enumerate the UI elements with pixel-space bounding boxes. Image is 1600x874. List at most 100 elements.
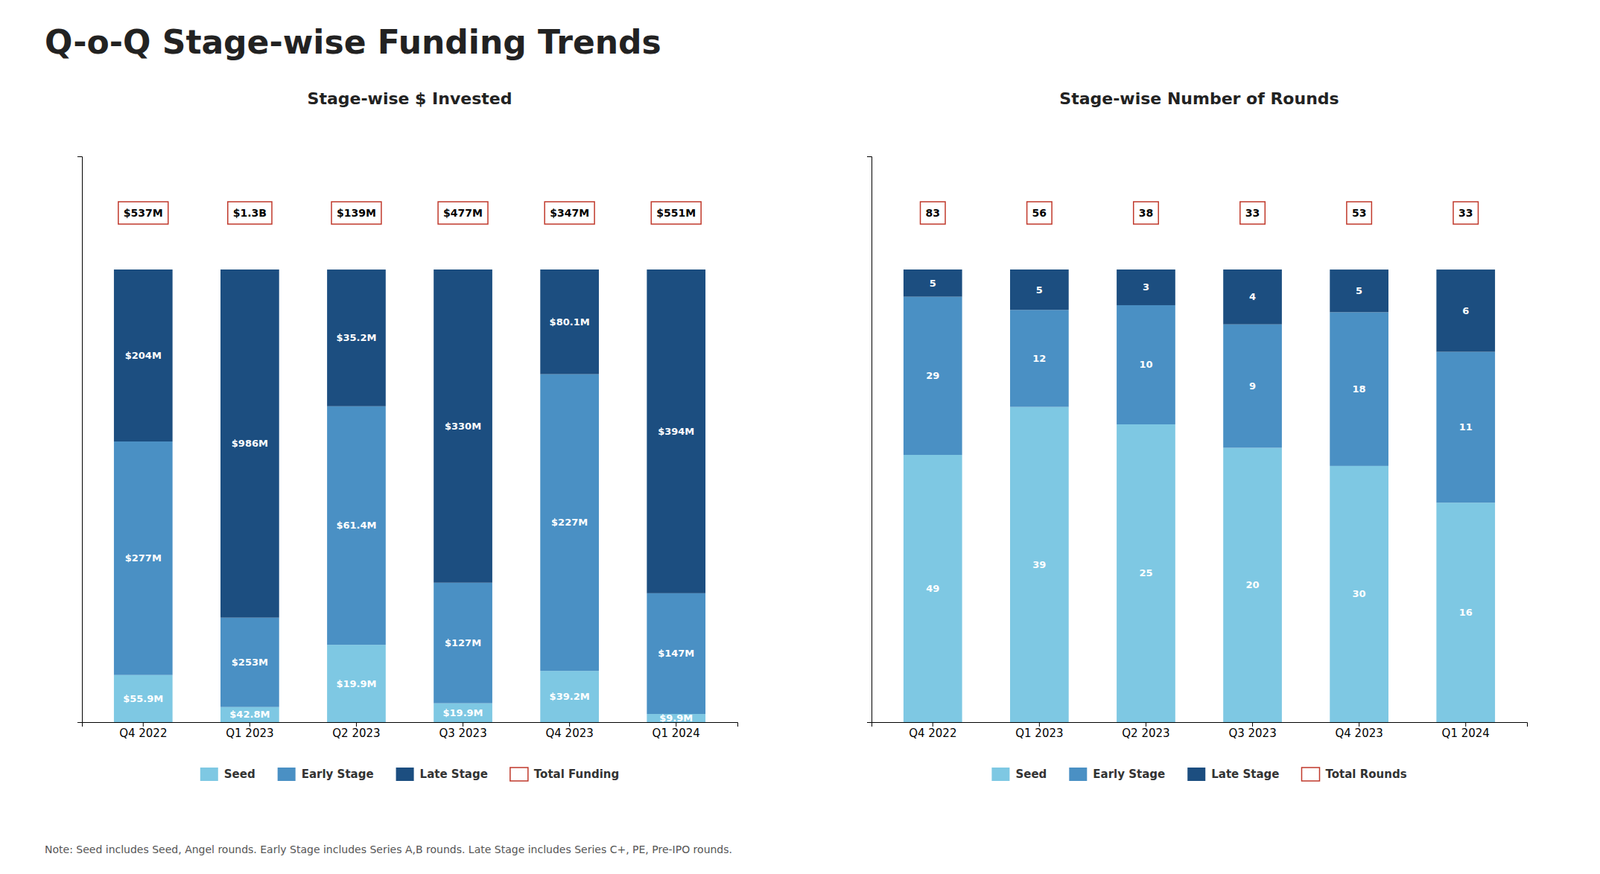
legend: Seed Early Stage Late Stage Total Funding bbox=[200, 767, 619, 782]
x-tick-label: Q4 2022 bbox=[119, 727, 167, 741]
segment-label: $61.4M bbox=[335, 519, 377, 532]
legend-item: Total Funding bbox=[510, 767, 619, 782]
segment-label: 25 bbox=[1138, 567, 1153, 579]
x-tick: Q1 2023 bbox=[225, 722, 274, 741]
segment-label: 11 bbox=[1459, 421, 1473, 433]
x-axis-line bbox=[872, 723, 1528, 728]
legend-label: Seed bbox=[224, 767, 256, 782]
x-tick-label: Q4 2023 bbox=[545, 727, 593, 741]
total-label: 83 bbox=[925, 207, 941, 219]
chart-title: Stage-wise Number of Rounds bbox=[1059, 89, 1339, 109]
total-box: 83 bbox=[920, 201, 946, 225]
segment-label: $253M bbox=[231, 656, 269, 669]
total-label: 33 bbox=[1458, 207, 1473, 219]
total-label: 38 bbox=[1138, 207, 1154, 219]
panel: Stage-wise Number of Rounds4939252030162… bbox=[867, 89, 1528, 782]
segment-label: 5 bbox=[1355, 285, 1363, 297]
segment-label: 39 bbox=[1032, 559, 1046, 571]
bar-segment bbox=[903, 455, 963, 723]
bar-segment bbox=[327, 406, 386, 646]
segment-label: 12 bbox=[1032, 353, 1046, 365]
legend-label: Seed bbox=[1015, 767, 1047, 782]
x-tick: Q4 2022 bbox=[908, 722, 957, 741]
bar-segment bbox=[1436, 502, 1495, 723]
segment-label: 4 bbox=[1249, 291, 1256, 303]
segment-label: $394M bbox=[657, 426, 695, 438]
note: Note: Seed includes Seed, Angel rounds. … bbox=[44, 843, 733, 856]
legend-swatch bbox=[396, 767, 415, 782]
legend-swatch bbox=[991, 767, 1010, 782]
bar-segment bbox=[540, 374, 599, 672]
total-box-frame bbox=[118, 201, 169, 225]
x-tick-label: Q3 2023 bbox=[1228, 727, 1276, 741]
segment-label: $19.9M bbox=[443, 707, 484, 719]
bar-segment bbox=[540, 671, 599, 723]
segment-label: $204M bbox=[125, 350, 162, 362]
segment-label: 49 bbox=[925, 583, 940, 595]
total-box: 53 bbox=[1346, 201, 1372, 225]
segment-label: 5 bbox=[929, 277, 937, 290]
x-tick-label: Q1 2024 bbox=[1442, 727, 1490, 741]
legend-swatch bbox=[510, 767, 529, 782]
legend-swatch bbox=[1187, 767, 1206, 782]
legend-label: Total Rounds bbox=[1325, 767, 1407, 782]
legend-label: Total Funding bbox=[534, 767, 619, 782]
segment-label: $330M bbox=[444, 420, 482, 433]
bar-segment bbox=[433, 269, 493, 584]
total-label: $537M bbox=[123, 207, 164, 219]
total-box-frame bbox=[544, 201, 595, 225]
total-box: $347M bbox=[544, 201, 595, 225]
legend-label: Late Stage bbox=[1211, 767, 1279, 782]
bar-segment bbox=[646, 269, 706, 594]
segment-label: $147M bbox=[657, 648, 695, 660]
bar-segment bbox=[1116, 305, 1176, 425]
segment-label: $127M bbox=[444, 637, 482, 649]
segment-label: 16 bbox=[1459, 607, 1473, 619]
x-tick-label: Q3 2023 bbox=[438, 727, 487, 741]
segment-label: $42.8M bbox=[229, 709, 270, 721]
chart-svg: Q-o-Q Stage-wise Funding Trends Stage-wis… bbox=[0, 0, 1600, 874]
legend-swatch bbox=[1301, 767, 1320, 782]
total-box: $139M bbox=[331, 201, 382, 225]
legend-item: Seed bbox=[991, 767, 1047, 782]
segment-label: 10 bbox=[1138, 359, 1153, 371]
x-axis: Q4 2022Q1 2023Q2 2023Q3 2023Q4 2023Q1 20… bbox=[82, 722, 739, 741]
bar-segment bbox=[1329, 312, 1389, 466]
figure-title: Q-o-Q Stage-wise Funding Trends bbox=[44, 23, 662, 62]
segment-label: $39.2M bbox=[549, 691, 590, 703]
bar-segment bbox=[220, 707, 280, 723]
total-label: $477M bbox=[443, 207, 483, 219]
legend-item: Early Stage bbox=[1068, 767, 1165, 782]
legend-label: Early Stage bbox=[1092, 767, 1165, 782]
bars bbox=[113, 269, 706, 723]
segment-label: $277M bbox=[125, 552, 162, 564]
x-tick: Q3 2023 bbox=[438, 722, 487, 741]
totals: $537M$1.3B$139M$477M$347M$551M bbox=[118, 201, 701, 225]
segment-label: 20 bbox=[1245, 579, 1259, 591]
bars bbox=[903, 269, 1495, 723]
x-tick-label: Q4 2022 bbox=[908, 727, 957, 741]
x-tick-label: Q1 2023 bbox=[225, 727, 274, 741]
total-label: 33 bbox=[1245, 207, 1260, 219]
total-box-frame bbox=[651, 201, 701, 225]
bar-segment bbox=[220, 269, 280, 619]
legend-item: Early Stage bbox=[277, 767, 374, 782]
total-box-frame bbox=[331, 201, 382, 225]
bar-segment bbox=[1010, 309, 1069, 407]
total-box: 38 bbox=[1133, 201, 1159, 225]
panel: Stage-wise $ Invested$55.9M$42.8M$19.9M$… bbox=[77, 89, 739, 782]
legend-item: Total Rounds bbox=[1301, 767, 1407, 782]
total-box: $537M bbox=[118, 201, 169, 225]
segment-label: 9 bbox=[1249, 380, 1256, 392]
x-tick: Q1 2024 bbox=[652, 722, 701, 741]
bar-segment bbox=[1116, 424, 1176, 723]
total-box-frame bbox=[1240, 201, 1265, 225]
bar-segment bbox=[1223, 447, 1282, 723]
legend-label: Late Stage bbox=[420, 767, 488, 782]
segment-label: 29 bbox=[925, 370, 940, 382]
x-tick-label: Q1 2023 bbox=[1015, 727, 1063, 741]
segment-label: $55.9M bbox=[122, 693, 164, 705]
total-box-frame bbox=[437, 201, 488, 225]
legend: Seed Early Stage Late Stage Total Rounds bbox=[991, 767, 1407, 782]
segment-label: 5 bbox=[1036, 284, 1043, 296]
